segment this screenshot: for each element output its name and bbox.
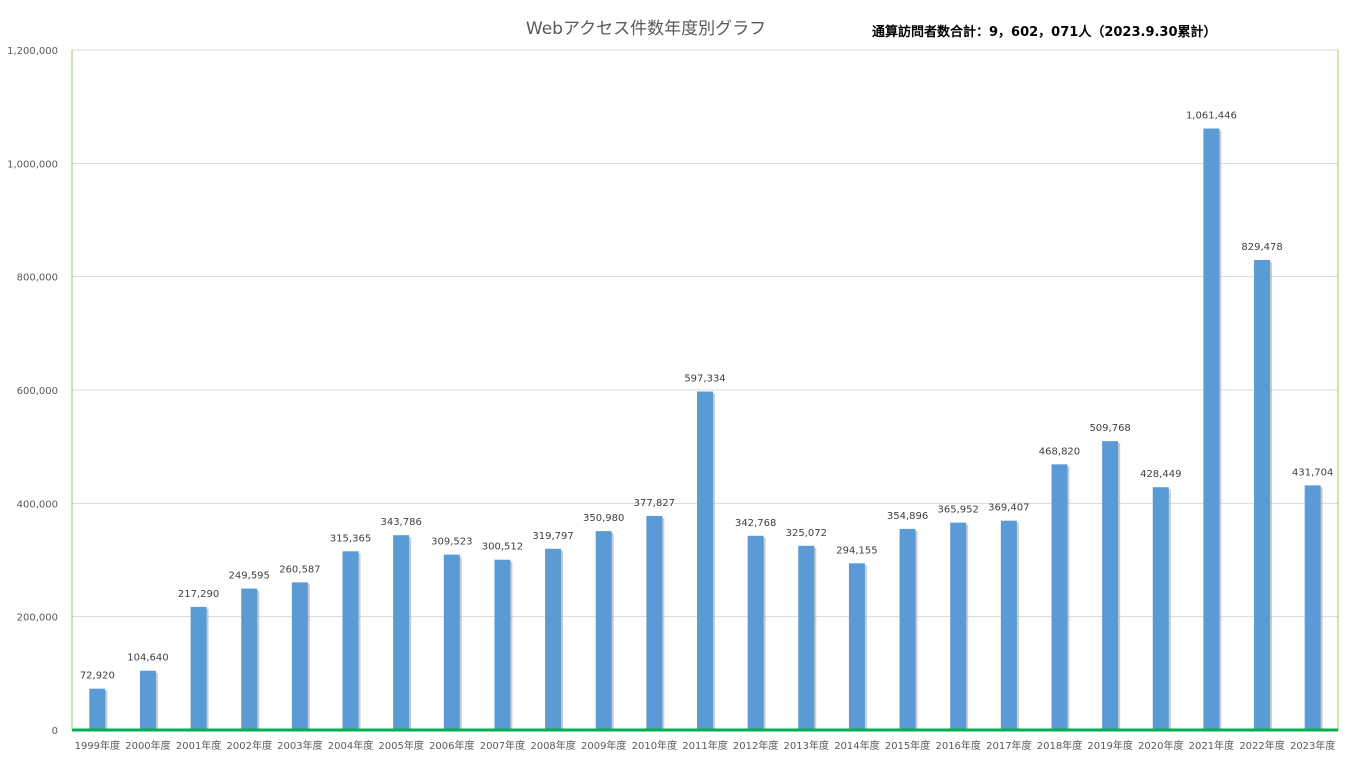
data-label: 829,478 bbox=[1241, 242, 1282, 253]
axes bbox=[71, 50, 1339, 732]
data-label: 325,072 bbox=[786, 528, 827, 539]
x-tick-label: 2020年度 bbox=[1138, 739, 1183, 752]
x-tick-label: 2005年度 bbox=[378, 739, 423, 752]
data-label: 365,952 bbox=[938, 505, 979, 516]
y-tick-label: 200,000 bbox=[17, 613, 58, 624]
x-tick-label: 2012年度 bbox=[733, 739, 778, 752]
bar-1999年度 bbox=[89, 688, 106, 730]
x-tick-label: 2018年度 bbox=[1037, 739, 1082, 752]
bar-2014年度 bbox=[848, 563, 865, 730]
bar-2007年度 bbox=[494, 559, 511, 730]
bar-2021年度 bbox=[1203, 128, 1220, 731]
x-tick-label: 2013年度 bbox=[784, 739, 829, 752]
x-tick-label: 2000年度 bbox=[125, 739, 170, 752]
x-tick-label: 2010年度 bbox=[632, 739, 677, 752]
bar-2013年度 bbox=[798, 545, 815, 730]
bar-2018年度 bbox=[1051, 464, 1068, 730]
x-tick-label: 2011年度 bbox=[682, 739, 727, 752]
bar-2008年度 bbox=[545, 548, 562, 730]
chart-title: Webアクセス件数年度別グラフ bbox=[525, 19, 767, 39]
data-label: 350,980 bbox=[583, 513, 624, 524]
data-label: 104,640 bbox=[127, 653, 168, 664]
y-tick-label: 400,000 bbox=[17, 499, 58, 510]
x-tick-label: 2022年度 bbox=[1239, 739, 1284, 752]
data-label: 249,595 bbox=[229, 571, 270, 582]
data-label: 294,155 bbox=[836, 545, 877, 556]
data-label: 369,407 bbox=[988, 503, 1029, 514]
y-tick-label: 1,000,000 bbox=[7, 159, 58, 170]
bars bbox=[89, 128, 1323, 731]
data-label: 72,920 bbox=[80, 671, 115, 682]
bar-2012年度 bbox=[747, 535, 764, 730]
x-tick-label: 2001年度 bbox=[176, 739, 221, 752]
bar-2022年度 bbox=[1254, 259, 1271, 730]
bar-2023年度 bbox=[1304, 485, 1321, 730]
x-tick-label: 2002年度 bbox=[227, 739, 272, 752]
data-label: 377,827 bbox=[634, 498, 675, 509]
data-label: 260,587 bbox=[279, 564, 320, 575]
bar-2000年度 bbox=[139, 670, 156, 730]
y-tick-label: 1,200,000 bbox=[7, 46, 58, 57]
x-tick-label: 2008年度 bbox=[530, 739, 575, 752]
data-label: 597,334 bbox=[684, 374, 725, 385]
data-label: 343,786 bbox=[380, 517, 421, 528]
data-label: 354,896 bbox=[887, 511, 928, 522]
x-tick-label: 2007年度 bbox=[480, 739, 525, 752]
x-tick-label: 2003年度 bbox=[277, 739, 322, 752]
bar-2002年度 bbox=[241, 588, 258, 730]
data-label: 309,523 bbox=[431, 537, 472, 548]
data-label: 428,449 bbox=[1140, 469, 1181, 480]
labels: 0 200,000 400,000 600,000 800,000 1,000,000 1,… bbox=[7, 46, 1335, 752]
bar-2010年度 bbox=[646, 515, 663, 730]
y-tick-label: 0 bbox=[52, 726, 58, 737]
bar-2001年度 bbox=[190, 606, 207, 730]
x-tick-label: 2006年度 bbox=[429, 739, 474, 752]
bar-2003年度 bbox=[291, 582, 308, 730]
x-tick-label: 2004年度 bbox=[328, 739, 373, 752]
data-label: 315,365 bbox=[330, 533, 371, 544]
bar-2006年度 bbox=[443, 554, 460, 730]
y-tick-label: 600,000 bbox=[17, 386, 58, 397]
bar-2017年度 bbox=[1000, 520, 1017, 730]
x-tick-label: 2016年度 bbox=[935, 739, 980, 752]
x-tick-label: 1999年度 bbox=[75, 739, 120, 752]
data-label: 509,768 bbox=[1089, 423, 1130, 434]
bar-2015年度 bbox=[899, 528, 916, 730]
bar-2016年度 bbox=[950, 522, 967, 730]
data-label: 319,797 bbox=[532, 531, 573, 542]
data-label: 1,061,446 bbox=[1186, 111, 1237, 122]
bar-2019年度 bbox=[1102, 441, 1119, 730]
total-visitors-note: 通算訪問者数合計：9，602，071人（2023.9.30累計） bbox=[872, 25, 1217, 40]
data-label: 217,290 bbox=[178, 589, 219, 600]
x-tick-label: 2017年度 bbox=[986, 739, 1031, 752]
x-tick-label: 2014年度 bbox=[834, 739, 879, 752]
data-label: 300,512 bbox=[482, 542, 523, 553]
y-tick-label: 800,000 bbox=[17, 273, 58, 284]
data-label: 431,704 bbox=[1292, 467, 1333, 478]
data-label: 468,820 bbox=[1039, 446, 1080, 457]
x-tick-label: 2009年度 bbox=[581, 739, 626, 752]
x-tick-label: 2023年度 bbox=[1290, 739, 1335, 752]
bar-2004年度 bbox=[342, 551, 359, 730]
x-tick-label: 2019年度 bbox=[1087, 739, 1132, 752]
x-tick-label: 2021年度 bbox=[1189, 739, 1234, 752]
x-tick-label: 2015年度 bbox=[885, 739, 930, 752]
data-label: 342,768 bbox=[735, 518, 776, 529]
bar-2020年度 bbox=[1152, 487, 1169, 730]
bar-2011年度 bbox=[697, 391, 713, 730]
bar-2009年度 bbox=[595, 531, 612, 730]
bar-2005年度 bbox=[393, 535, 410, 730]
